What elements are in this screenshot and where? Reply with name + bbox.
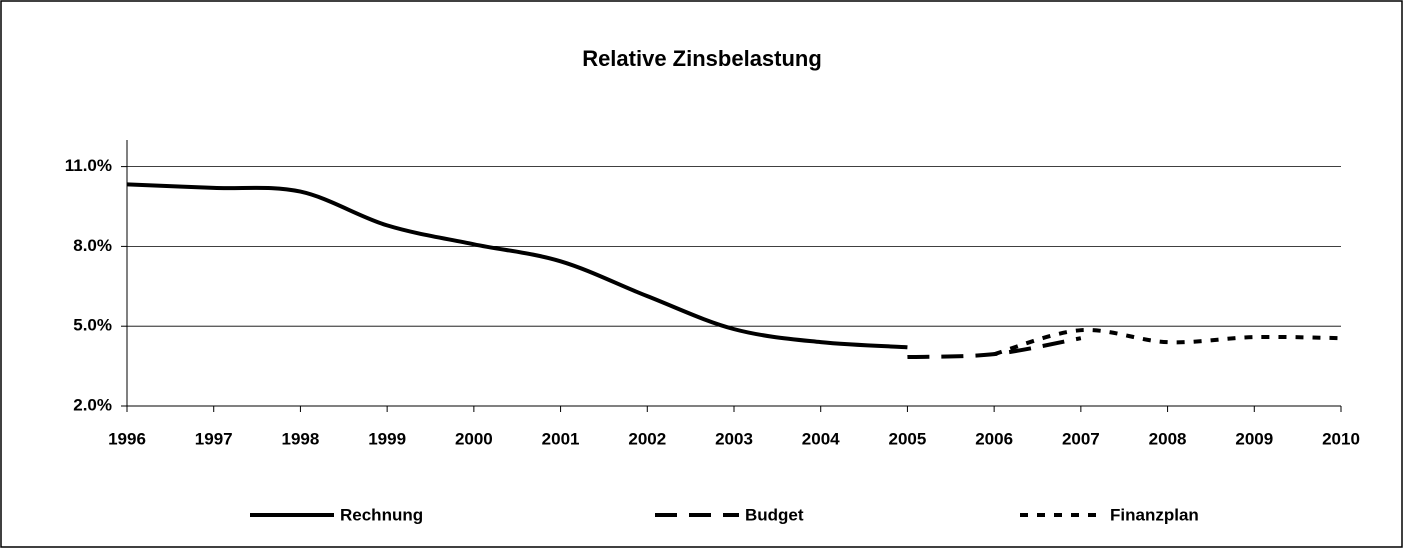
x-tick-label: 2002 [628,429,666,448]
y-tick-label: 5.0% [73,316,112,335]
y-tick-label: 2.0% [73,395,112,414]
x-tick-label: 2005 [889,429,927,448]
x-tick-label: 1997 [195,429,233,448]
chart-title: Relative Zinsbelastung [582,46,822,71]
series-line [993,328,1342,357]
y-tick-label: 11.0% [65,156,112,175]
x-tick-label: 2000 [455,429,493,448]
x-tick-label: 2010 [1322,429,1360,448]
x-tick-label: 2001 [542,429,580,448]
x-tick-label: 2004 [802,429,840,448]
x-tick-label: 2006 [975,429,1013,448]
x-tick-label: 1998 [282,429,320,448]
legend-label: Rechnung [340,505,423,524]
x-tick-label: 2008 [1149,429,1187,448]
x-tick-label: 2007 [1062,429,1100,448]
series-line [126,182,908,350]
legend-label: Budget [745,505,804,524]
y-tick-label: 8.0% [73,236,112,255]
x-tick-label: 2003 [715,429,753,448]
legend-label: Finanzplan [1110,505,1199,524]
x-tick-label: 1996 [108,429,146,448]
x-tick-label: 2009 [1235,429,1273,448]
x-tick-label: 1999 [368,429,406,448]
